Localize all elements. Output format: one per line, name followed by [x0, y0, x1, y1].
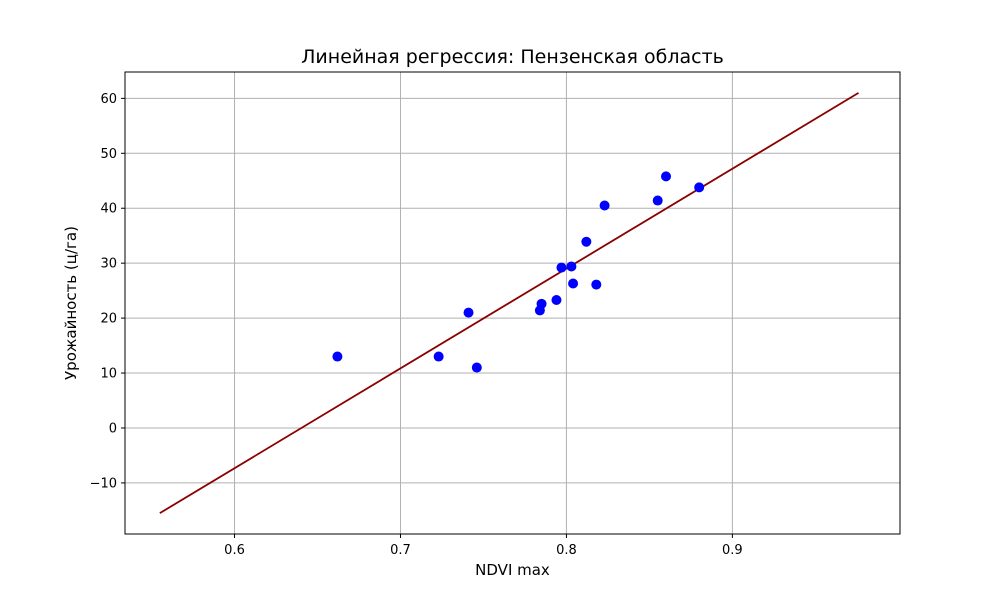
data-point: [591, 279, 602, 290]
x-tick-label: 0.8: [556, 543, 577, 558]
data-point: [463, 307, 474, 318]
y-tick-label: 50: [100, 147, 117, 162]
data-point: [551, 294, 562, 305]
x-axis-label: NDVI max: [475, 561, 550, 579]
data-point: [556, 262, 567, 273]
y-tick-label: 10: [100, 367, 117, 382]
x-tick-label: 0.7: [390, 543, 411, 558]
data-point: [568, 278, 579, 289]
y-tick-label: 0: [109, 421, 117, 436]
regression-line: [159, 92, 859, 514]
y-axis-label: Урожайность (ц/га): [62, 226, 80, 380]
y-tick-label: −10: [90, 476, 117, 491]
data-point: [566, 261, 577, 272]
data-point: [433, 351, 444, 362]
data-point: [661, 171, 672, 182]
x-tick-label: 0.9: [722, 543, 743, 558]
y-tick-label: 40: [100, 202, 117, 217]
y-tick-label: 20: [100, 312, 117, 327]
data-point: [581, 236, 592, 247]
data-point: [332, 351, 343, 362]
data-point: [694, 182, 705, 193]
data-point: [471, 362, 482, 373]
grid: [125, 72, 900, 534]
y-tick-label: 30: [100, 257, 117, 272]
data-point: [536, 298, 547, 309]
plot-frame: [124, 71, 901, 535]
y-tick-label: 60: [100, 92, 117, 107]
axis-ticks: 0.6 0.7 0.8 0.9 −10 0 10 20 30 40 50 60: [90, 92, 743, 558]
data-point: [599, 200, 610, 211]
regression-line-layer: [159, 92, 859, 514]
chart-title: Линейная регрессия: Пензенская область: [301, 46, 724, 68]
x-tick-label: 0.6: [224, 543, 245, 558]
data-points: [332, 171, 705, 373]
data-point: [652, 195, 663, 206]
